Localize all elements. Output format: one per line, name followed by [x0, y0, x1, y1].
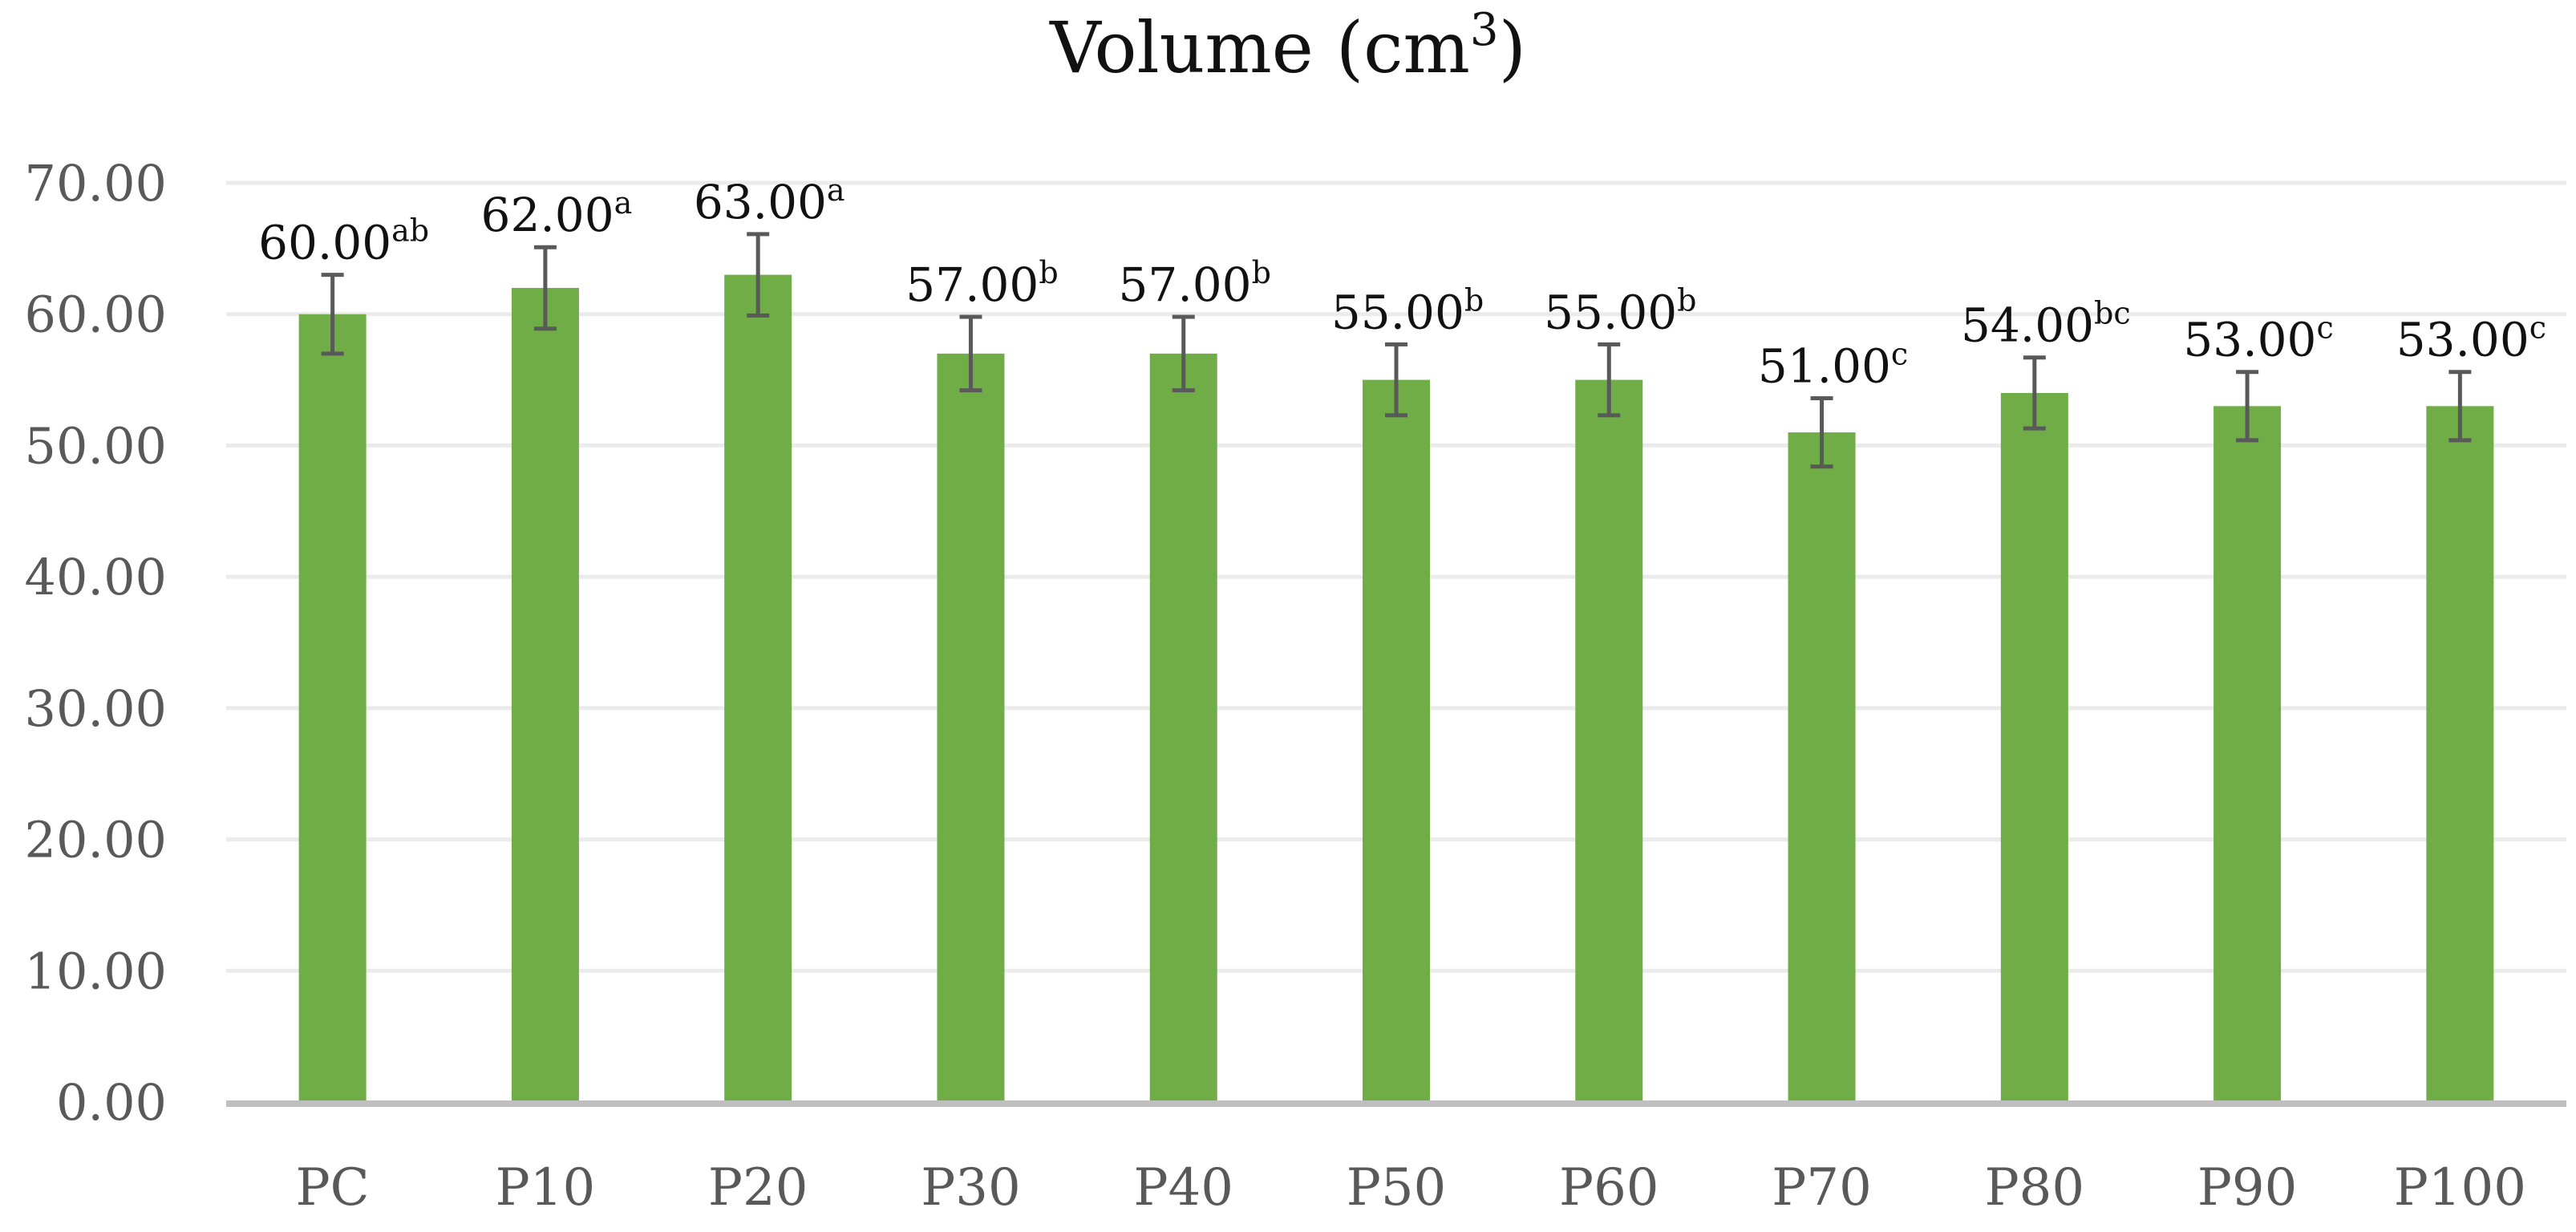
- x-category-label: P70: [1772, 1158, 1872, 1218]
- data-label-letters: bc: [2094, 296, 2131, 331]
- y-tick-label: 70.00: [25, 154, 168, 213]
- error-bar: [747, 232, 770, 318]
- data-label: 63.00a: [694, 172, 845, 229]
- x-category-label: P10: [496, 1158, 596, 1218]
- data-label: 53.00c: [2396, 310, 2546, 367]
- data-label-letters: b: [1252, 255, 1271, 290]
- y-tick-label: 50.00: [25, 416, 168, 475]
- x-category-label: P90: [2197, 1158, 2298, 1218]
- x-category-label: P100: [2394, 1158, 2526, 1218]
- data-label-letters: b: [1039, 255, 1058, 290]
- bar-p20: [724, 274, 792, 1103]
- data-label-value: 53.00: [2183, 313, 2316, 367]
- error-bar: [1385, 342, 1407, 418]
- bar-p30: [937, 353, 1005, 1102]
- bar-p80: [2000, 392, 2068, 1102]
- y-tick-label: 10.00: [25, 942, 168, 1000]
- data-label: 55.00b: [1544, 282, 1696, 339]
- bar-p40: [1149, 353, 1217, 1102]
- x-category-label: P30: [921, 1158, 1021, 1218]
- error-bar: [959, 314, 982, 393]
- bar-p90: [2213, 406, 2282, 1102]
- x-category-label: P20: [708, 1158, 808, 1218]
- x-category-label: P50: [1347, 1158, 1447, 1218]
- error-bars: [321, 232, 2472, 469]
- bar-p10: [511, 287, 579, 1102]
- data-label-value: 55.00: [1544, 285, 1677, 339]
- data-label-value: 57.00: [1119, 257, 1252, 312]
- data-label: 51.00c: [1758, 336, 1908, 393]
- y-tick-label: 60.00: [25, 286, 168, 344]
- x-category-label: P40: [1133, 1158, 1233, 1218]
- data-label: 62.00a: [481, 185, 633, 242]
- x-axis-category-labels: PC P10 P20 P30 P40 P50 P60 P70 P80 P90 P100: [296, 1158, 2526, 1218]
- chart-title-end: ): [1499, 6, 1526, 89]
- data-label-letters: ab: [391, 213, 429, 249]
- data-label-value: 55.00: [1331, 285, 1464, 339]
- y-tick-label: 0.00: [56, 1073, 167, 1132]
- y-tick-label: 40.00: [25, 548, 168, 606]
- bar-p70: [1788, 432, 1856, 1102]
- error-bar: [1172, 314, 1195, 393]
- data-label-letters: a: [827, 172, 845, 208]
- bar-p50: [1363, 379, 1430, 1103]
- data-label-letters: c: [1891, 336, 1908, 371]
- x-category-label: PC: [296, 1158, 370, 1218]
- data-label-value: 54.00: [1961, 298, 2094, 353]
- bar-pc: [298, 314, 367, 1102]
- data-label: 57.00b: [905, 255, 1058, 312]
- y-tick-label: 30.00: [25, 679, 168, 738]
- data-label-value: 51.00: [1758, 338, 1891, 393]
- data-label-value: 53.00: [2396, 313, 2529, 367]
- error-bar: [321, 273, 344, 356]
- data-label: 54.00bc: [1961, 296, 2131, 353]
- bar-p60: [1575, 379, 1643, 1103]
- error-bar: [533, 245, 557, 331]
- data-label-value: 62.00: [481, 188, 614, 242]
- error-bar: [2448, 370, 2472, 443]
- data-label: 60.00ab: [258, 213, 429, 270]
- x-category-label: P60: [1559, 1158, 1659, 1218]
- error-bar: [1598, 342, 1621, 418]
- data-label: 57.00b: [1119, 255, 1271, 312]
- data-label-value: 60.00: [258, 216, 391, 270]
- data-label-letters: b: [1464, 282, 1484, 318]
- y-axis-tick-labels: 0.00 10.00 20.00 30.00 40.00 50.00 60.00 70.00: [25, 154, 168, 1132]
- data-label: 53.00c: [2183, 310, 2333, 367]
- data-label: 55.00b: [1331, 282, 1484, 339]
- error-bar: [1810, 395, 1833, 469]
- x-category-label: P80: [1985, 1158, 2085, 1218]
- bars: [298, 274, 2494, 1103]
- error-bar: [2236, 370, 2259, 443]
- error-bar: [2023, 355, 2046, 431]
- data-label-value: 63.00: [694, 175, 827, 229]
- data-label-value: 57.00: [905, 257, 1039, 312]
- data-label-letters: a: [614, 185, 633, 221]
- chart-title: Volume (cm3): [1049, 4, 1526, 89]
- y-tick-label: 20.00: [25, 811, 168, 869]
- bar-p100: [2426, 406, 2494, 1102]
- data-label-letters: b: [1677, 282, 1696, 318]
- chart-title-superscript: 3: [1470, 4, 1499, 56]
- data-label-letters: c: [2529, 310, 2546, 346]
- data-label-letters: c: [2316, 310, 2333, 346]
